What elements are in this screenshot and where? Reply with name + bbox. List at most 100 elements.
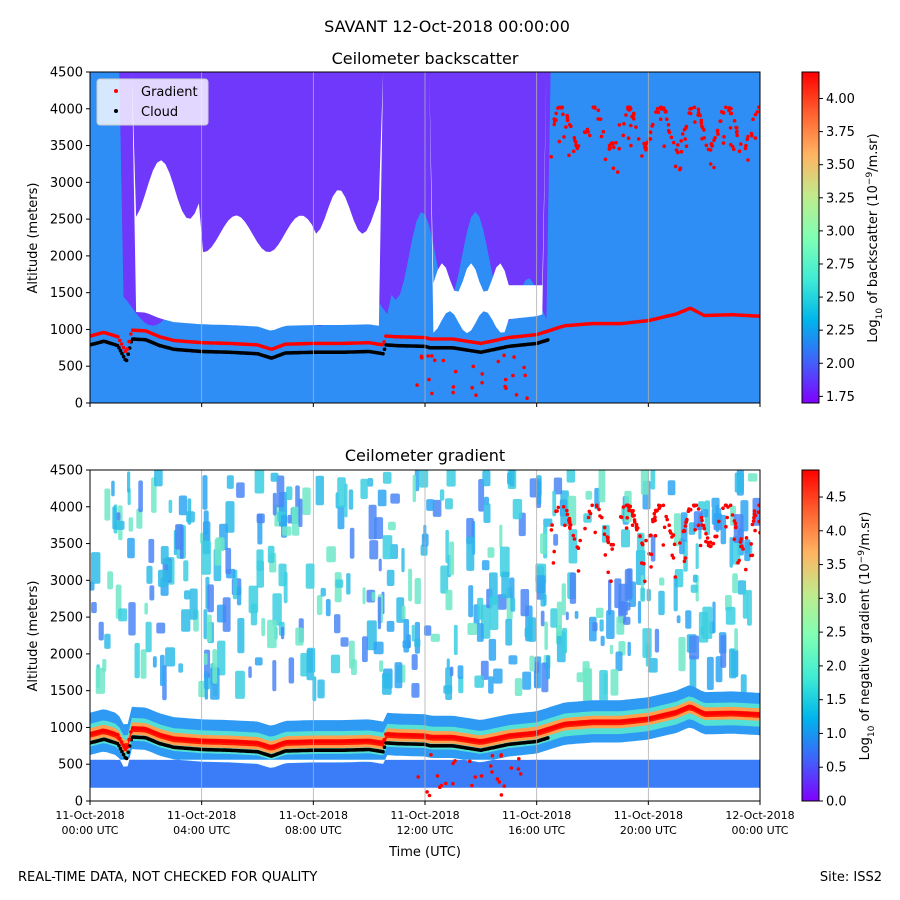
gradient-point — [549, 155, 553, 159]
gradient-noise-patch — [509, 577, 515, 599]
gradient-point — [565, 118, 570, 123]
gradient-point — [757, 105, 760, 110]
legend: Gradient Cloud — [96, 78, 209, 126]
gradient-point — [679, 139, 683, 143]
gradient-point — [626, 136, 631, 140]
gradient-noise-patch — [320, 587, 326, 597]
gradient-noise-patch — [620, 602, 631, 611]
gradient-noise-patch — [499, 524, 503, 549]
gradient-noise-patch — [138, 480, 143, 513]
gradient-point — [567, 153, 571, 158]
gradient-point — [606, 538, 610, 543]
gradient-point — [596, 117, 600, 121]
gradient-point — [685, 517, 689, 522]
gradient-point — [721, 506, 725, 511]
gradient-x-axis: 11-Oct-2018 00:00 UTC 11-Oct-2018 04:00 UTC… — [55, 801, 795, 837]
gradient-noise-patch — [659, 577, 665, 586]
legend-cloud-label: Cloud — [141, 105, 178, 120]
gradient-noise-patch — [403, 618, 409, 653]
gradient-noise-patch — [156, 622, 166, 634]
gradient-point — [752, 512, 757, 516]
gradient-markers — [90, 503, 760, 798]
gradient-noise-patch — [225, 547, 232, 575]
gradient-point — [615, 170, 620, 174]
gradient-point — [751, 519, 756, 523]
gradient-point — [599, 134, 604, 139]
gradient-point — [724, 524, 728, 529]
cloud-point — [126, 352, 130, 357]
gradient-point — [704, 143, 709, 148]
cloud-point — [120, 749, 124, 754]
gradient-point — [678, 166, 683, 171]
gradient-point — [729, 106, 733, 111]
gradient-noise-patch — [411, 654, 418, 670]
x-tick-time: 12:00 UTC — [396, 824, 453, 837]
gradient-noise-patch — [553, 533, 559, 546]
gradient-point — [630, 114, 634, 119]
gradient-point — [550, 523, 554, 527]
gradient-noise-patch — [540, 533, 547, 554]
gradient-noise-patch — [678, 637, 686, 672]
gradient-point — [621, 505, 626, 509]
y-tick-label: 4500 — [50, 464, 83, 479]
gradient-noise-patch — [335, 579, 344, 588]
gradient-point — [705, 536, 710, 540]
gradient-point — [640, 154, 644, 158]
x-tick-time: 04:00 UTC — [173, 824, 230, 837]
gradient-noise-patch — [256, 513, 265, 524]
gradient-point — [495, 777, 500, 781]
gradient-point — [499, 754, 503, 758]
gradient-noise-patch — [725, 606, 736, 625]
gradient-point — [744, 536, 749, 540]
gradient-point — [617, 146, 621, 151]
colorbar-tick-label: 2.75 — [826, 257, 855, 272]
gradient-noise-patch — [160, 654, 165, 687]
colorbar-tick-label: 3.75 — [826, 125, 855, 140]
gradient-point — [605, 535, 610, 539]
gradient-point — [715, 129, 720, 133]
backscatter-colorbar — [801, 71, 820, 404]
gradient-point — [432, 358, 437, 363]
gradient-point — [676, 143, 680, 147]
gradient-noise-patch — [693, 511, 703, 531]
gradient-point — [480, 372, 485, 376]
colorbar-tick-label: 1.0 — [826, 727, 847, 742]
gradient-noise-patch — [326, 546, 336, 563]
gradient-colorbar-label: Log10 of negative gradient (10−9/m.sr) — [857, 512, 877, 761]
gradient-noise-patch — [566, 470, 576, 483]
gradient-noise-patch — [222, 597, 231, 632]
gradient-point — [603, 553, 608, 557]
gradient-point — [444, 781, 448, 786]
gradient-noise-patch — [412, 474, 416, 503]
gradient-noise-patch — [445, 498, 453, 510]
gradient-point — [757, 519, 760, 524]
gradient-noise-patch — [382, 672, 392, 695]
gradient-point — [683, 524, 688, 528]
gradient-noise-patch — [158, 569, 168, 587]
gradient-point — [622, 122, 626, 126]
gradient-noise-patch — [140, 649, 147, 679]
gradient-point — [662, 144, 666, 148]
cloud-point — [117, 743, 121, 748]
gradient-noise-patch — [302, 487, 311, 515]
gradient-noise-patch — [316, 595, 323, 615]
gradient-point — [692, 105, 697, 110]
gradient-point — [578, 538, 582, 543]
gradient-point — [380, 342, 385, 347]
gradient-noise-patches — [90, 470, 760, 706]
gradient-noise-patch — [160, 546, 169, 565]
gradient-noise-patch — [235, 670, 245, 699]
gradient-y-axis: 0 500 1000 1500 2000 2500 3000 3500 4000 4500 — [50, 464, 90, 810]
gradient-noise-patch — [287, 514, 292, 524]
gradient-noise-patch — [300, 653, 308, 677]
gradient-noise-patch — [270, 472, 279, 482]
gradient-noise-patch — [305, 563, 315, 589]
gradient-noise-patch — [734, 628, 738, 651]
x-tick-date: 11-Oct-2018 — [390, 809, 459, 822]
gradient-noise-patch — [520, 589, 530, 617]
cloud-point — [382, 745, 387, 749]
gradient-noise-patch — [673, 513, 681, 547]
gradient-point — [663, 108, 667, 113]
gradient-point — [749, 131, 754, 136]
gradient-noise-patch — [702, 606, 713, 639]
